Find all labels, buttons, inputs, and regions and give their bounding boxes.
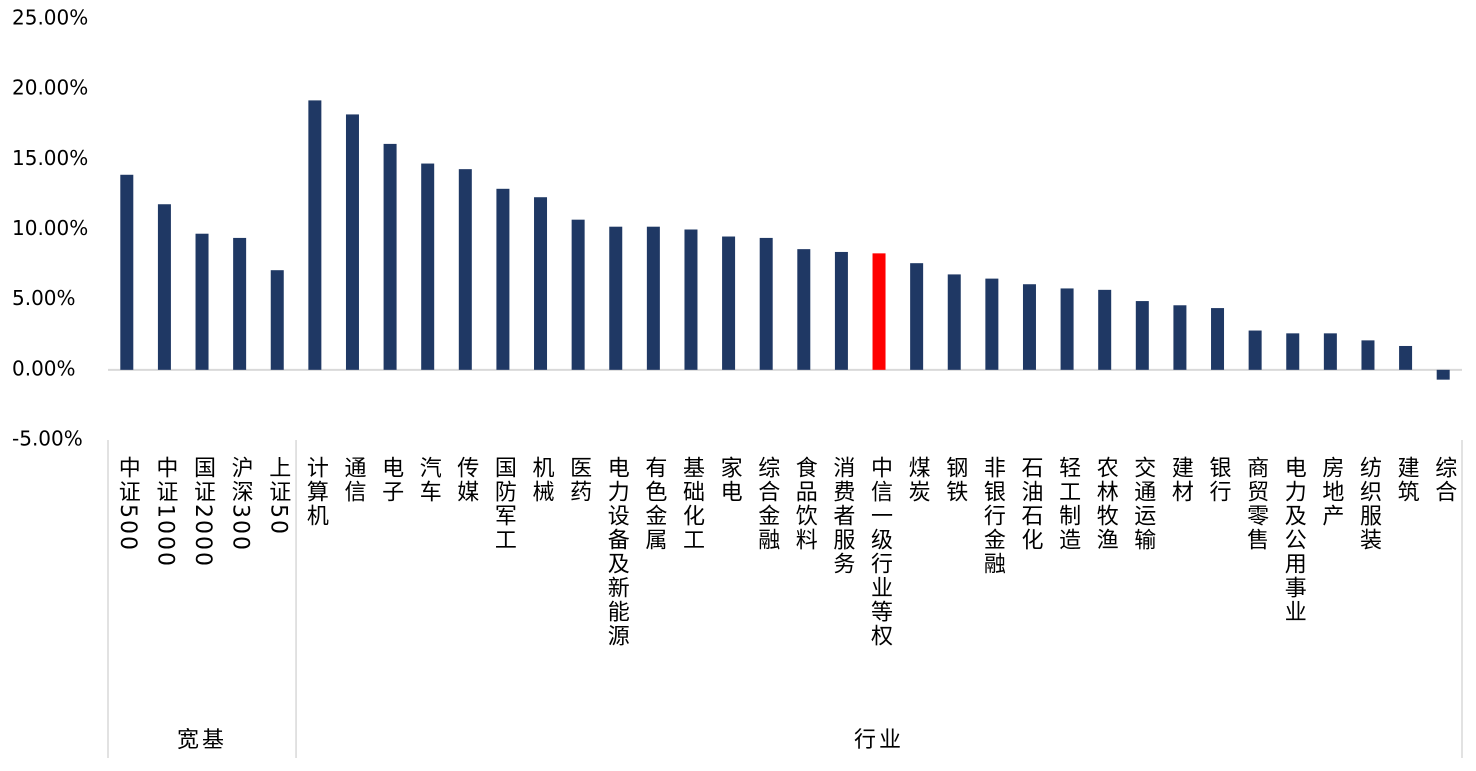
x-tick-label: 银行	[1205, 456, 1231, 504]
y-tick-label: 25.00%	[12, 6, 88, 30]
x-tick-label: 沪深300	[227, 456, 253, 552]
y-tick-label: 5.00%	[12, 286, 76, 310]
x-tick-label: 中证500	[114, 456, 140, 552]
bar	[1286, 333, 1300, 370]
x-tick-label: 中信一级行业等权	[867, 456, 893, 648]
x-tick-label: 建筑	[1393, 456, 1419, 504]
bar	[383, 143, 397, 370]
x-tick-label: 非银行金融	[979, 456, 1005, 576]
bar	[985, 278, 999, 370]
bar	[421, 163, 435, 370]
y-tick-label: 20.00%	[12, 76, 88, 100]
bar	[1361, 340, 1375, 370]
group-label: 行业	[854, 728, 905, 753]
bar	[270, 270, 284, 370]
x-tick-label: 轻工制造	[1055, 456, 1081, 552]
x-tick-label: 综合金融	[754, 456, 780, 552]
bar	[157, 204, 171, 370]
bar	[609, 226, 623, 370]
bar	[797, 249, 811, 370]
bar	[571, 219, 585, 370]
x-tick-label: 医药	[566, 456, 592, 504]
bar	[496, 188, 510, 370]
bar	[233, 237, 247, 370]
x-tick-label: 综合	[1431, 456, 1457, 504]
bar	[120, 174, 134, 370]
bar	[534, 197, 548, 370]
x-tick-label: 消费者服务	[829, 456, 855, 576]
x-tick-label: 电力及公用事业	[1280, 456, 1306, 624]
x-tick-label: 国防军工	[490, 456, 516, 552]
bar	[1436, 369, 1450, 380]
x-tick-label: 上证50	[265, 456, 291, 536]
x-tick-label: 电力设备及新能源	[603, 456, 629, 648]
x-tick-label: 中证1000	[152, 456, 178, 568]
x-tick-label: 家电	[716, 456, 742, 504]
bar	[345, 114, 359, 370]
x-tick-label: 食品饮料	[791, 456, 817, 552]
bar	[1060, 288, 1074, 370]
x-tick-label: 煤炭	[904, 456, 930, 504]
bar	[1173, 305, 1187, 370]
y-tick-label: 15.00%	[12, 146, 88, 170]
x-tick-label: 机械	[528, 456, 554, 504]
bar	[759, 237, 773, 370]
x-tick-label: 国证2000	[190, 456, 216, 568]
bar	[910, 263, 924, 370]
x-tick-label: 房地产	[1318, 456, 1344, 528]
x-tick-label: 农林牧渔	[1092, 456, 1118, 552]
x-tick-label: 有色金属	[641, 456, 667, 552]
bar	[646, 226, 660, 370]
bar	[722, 236, 736, 370]
bar	[1098, 289, 1112, 370]
x-tick-label: 建材	[1167, 456, 1193, 504]
x-tick-label: 基础化工	[678, 456, 704, 552]
x-tick-label: 汽车	[415, 456, 441, 504]
x-tick-label: 交通运输	[1130, 456, 1156, 552]
x-tick-label: 商贸零售	[1243, 456, 1269, 552]
bar	[195, 233, 209, 370]
x-tick-label: 纺织服装	[1355, 456, 1381, 552]
group-label: 宽基	[177, 728, 228, 753]
bar	[308, 100, 322, 370]
y-tick-label: 10.00%	[12, 216, 88, 240]
x-tick-label: 石油石化	[1017, 456, 1043, 552]
x-tick-label: 传媒	[453, 456, 479, 504]
bar	[684, 229, 698, 370]
x-tick-label: 计算机	[302, 456, 328, 528]
y-tick-label: 0.00%	[12, 356, 76, 380]
bar	[1248, 330, 1262, 370]
bar	[1323, 333, 1337, 370]
bar	[947, 274, 961, 370]
y-tick-label: -5.00%	[12, 427, 83, 451]
bar	[1211, 308, 1225, 370]
bar	[458, 169, 472, 370]
x-tick-label: 电子	[378, 456, 404, 504]
bar	[1399, 345, 1413, 370]
x-tick-label: 钢铁	[942, 456, 968, 504]
bar	[1135, 301, 1149, 370]
bar	[1022, 284, 1036, 370]
bar	[872, 253, 886, 370]
x-tick-label: 通信	[340, 456, 366, 504]
bar	[834, 251, 848, 370]
